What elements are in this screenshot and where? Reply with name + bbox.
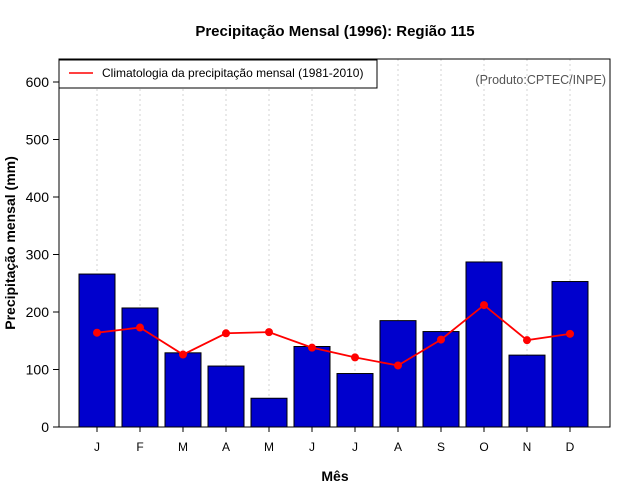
- y-tick-label: 500: [26, 132, 50, 148]
- x-tick-label: M: [264, 440, 274, 454]
- climatology-point-11: [523, 336, 531, 345]
- x-tick-label: A: [222, 440, 230, 454]
- x-tick-label: N: [523, 440, 532, 454]
- x-tick-label: D: [566, 440, 575, 454]
- climatology-point-12: [566, 329, 574, 338]
- bars-layer: [78, 261, 589, 428]
- climatology-point-4: [222, 329, 230, 338]
- bar-6: [293, 346, 331, 428]
- x-tick-label: J: [352, 440, 358, 454]
- climatology-point-8: [394, 361, 402, 370]
- y-tick-label: 400: [26, 189, 50, 205]
- climatology-point-5: [265, 328, 273, 337]
- legend-label: Climatologia da precipitação mensal (198…: [102, 66, 363, 80]
- x-tick-label: O: [479, 440, 488, 454]
- climatology-point-3: [179, 350, 187, 359]
- climatology-point-7: [351, 353, 359, 362]
- climatology-point-1: [93, 328, 101, 337]
- legend: Climatologia da precipitação mensal (198…: [58, 59, 378, 89]
- x-tick-label: A: [394, 440, 402, 454]
- bar-5: [250, 397, 288, 428]
- legend-box: [58, 59, 378, 89]
- climatology-point-6: [308, 343, 316, 352]
- climatology-line-layer: [93, 301, 574, 370]
- bar-7: [336, 373, 374, 428]
- bar-3: [164, 352, 202, 428]
- y-tick-label: 200: [26, 304, 50, 320]
- x-tick-label: M: [178, 440, 188, 454]
- x-tick-label: S: [437, 440, 445, 454]
- x-tick-label: J: [94, 440, 100, 454]
- bar-9: [422, 331, 460, 428]
- source-note: (Produto:CPTEC/INPE): [475, 73, 606, 87]
- y-axis-label: Precipitação mensal (mm): [2, 156, 18, 330]
- y-axis: 0 100 200 300 400 500 600: [26, 74, 59, 435]
- x-tick-label: F: [136, 440, 143, 454]
- x-axis-label: Mês: [321, 468, 348, 484]
- y-tick-label: 300: [26, 247, 50, 263]
- plot-frame: [58, 58, 611, 428]
- bar-12: [551, 281, 589, 428]
- bar-10: [465, 261, 503, 428]
- climatology-point-9: [437, 335, 445, 344]
- bar-4: [207, 365, 245, 428]
- climatology-point-10: [480, 301, 488, 310]
- climatology-line: [96, 303, 571, 367]
- bar-8: [379, 320, 417, 428]
- bar-11: [508, 354, 546, 428]
- y-tick-label: 600: [26, 74, 50, 90]
- y-tick-label: 100: [26, 362, 50, 378]
- bar-1: [78, 273, 116, 428]
- chart-title: Precipitação Mensal (1996): Região 115: [195, 23, 474, 40]
- climatology-point-2: [136, 323, 144, 332]
- x-tick-label: J: [309, 440, 315, 454]
- y-tick-label: 0: [41, 419, 49, 435]
